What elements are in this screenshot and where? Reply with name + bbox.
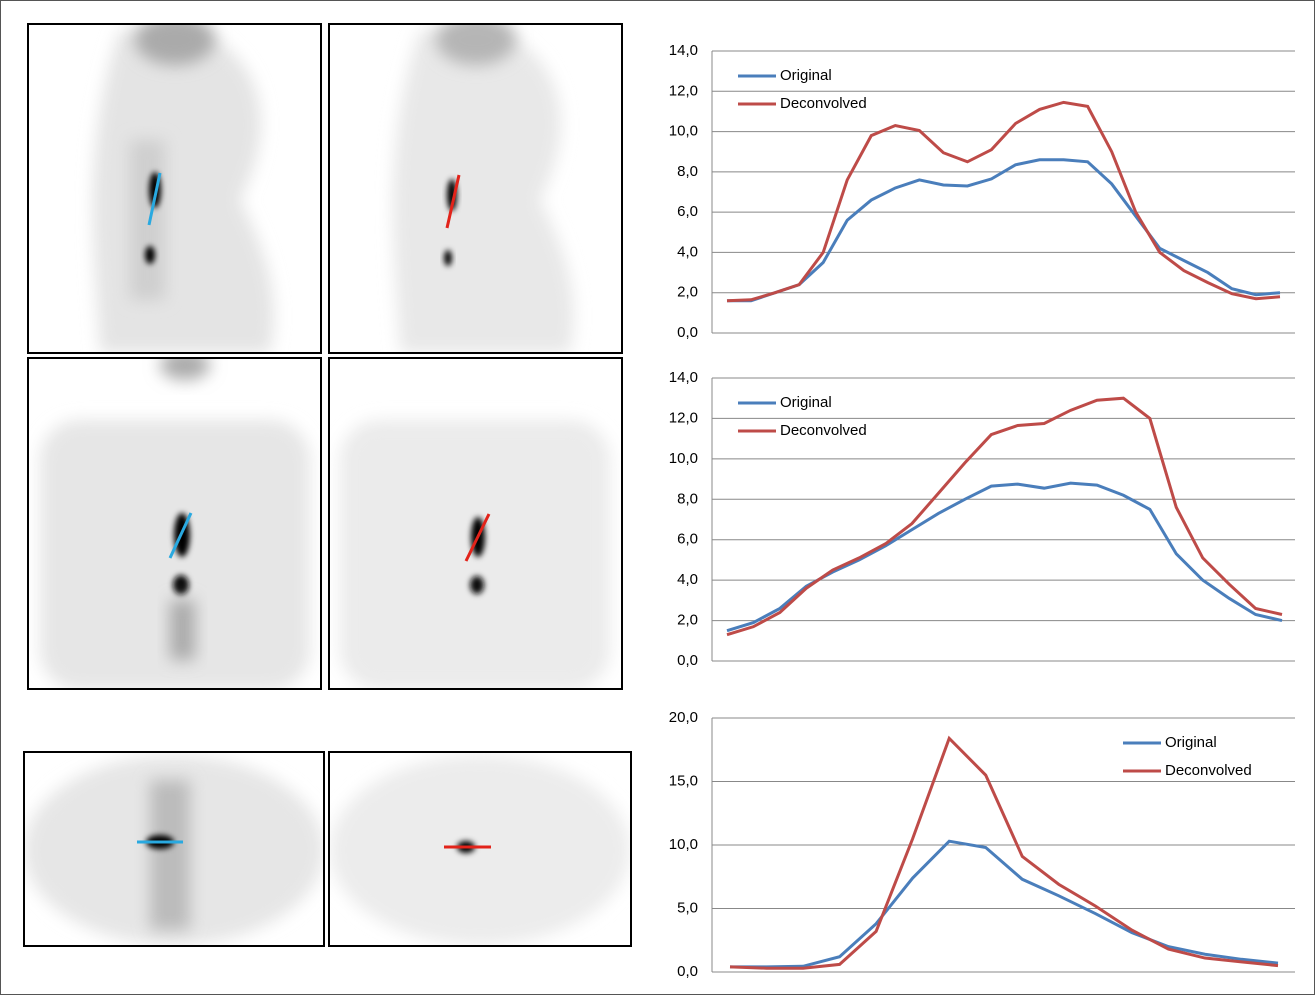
legend-label: Original <box>780 67 832 84</box>
y-tick-label: 8,0 <box>677 490 698 507</box>
panel-border <box>328 751 632 947</box>
legend-label: Original <box>780 394 832 411</box>
legend-label: Deconvolved <box>780 95 867 112</box>
y-tick-label: 2,0 <box>677 284 698 301</box>
legend-label: Deconvolved <box>1165 762 1252 779</box>
y-tick-label: 12,0 <box>669 409 698 426</box>
legend-label: Original <box>1165 734 1217 751</box>
y-tick-label: 10,0 <box>669 450 698 467</box>
scan-image <box>329 24 622 353</box>
scan-image <box>329 358 622 689</box>
y-tick-label: 15,0 <box>669 772 698 789</box>
series-line <box>726 100 1281 303</box>
panel-border <box>27 357 322 690</box>
y-tick-label: 12,0 <box>669 82 698 99</box>
panel-border <box>328 23 623 354</box>
series-line <box>727 158 1281 303</box>
scan-image <box>28 358 321 689</box>
y-tick-label: 0,0 <box>677 963 698 980</box>
y-tick-label: 10,0 <box>669 836 698 853</box>
y-tick-label: 14,0 <box>669 369 698 386</box>
scan-image <box>28 24 321 353</box>
y-tick-label: 10,0 <box>669 123 698 140</box>
y-tick-label: 14,0 <box>669 42 698 59</box>
y-tick-label: 6,0 <box>677 531 698 548</box>
y-tick-label: 4,0 <box>677 571 698 588</box>
series-line <box>726 396 1283 637</box>
scan-image <box>329 752 631 946</box>
y-tick-label: 20,0 <box>669 709 698 726</box>
panel-border <box>328 357 623 690</box>
y-tick-label: 6,0 <box>677 203 698 220</box>
legend-label: Deconvolved <box>780 422 867 439</box>
y-tick-label: 5,0 <box>677 899 698 916</box>
panel-border <box>23 751 325 947</box>
y-tick-label: 2,0 <box>677 612 698 629</box>
y-tick-label: 4,0 <box>677 243 698 260</box>
series-line <box>729 735 1279 970</box>
series-line <box>730 839 1279 969</box>
y-tick-label: 8,0 <box>677 163 698 180</box>
scan-image <box>24 752 324 946</box>
panel-border <box>27 23 322 354</box>
y-tick-label: 0,0 <box>677 652 698 669</box>
y-tick-label: 0,0 <box>677 324 698 341</box>
